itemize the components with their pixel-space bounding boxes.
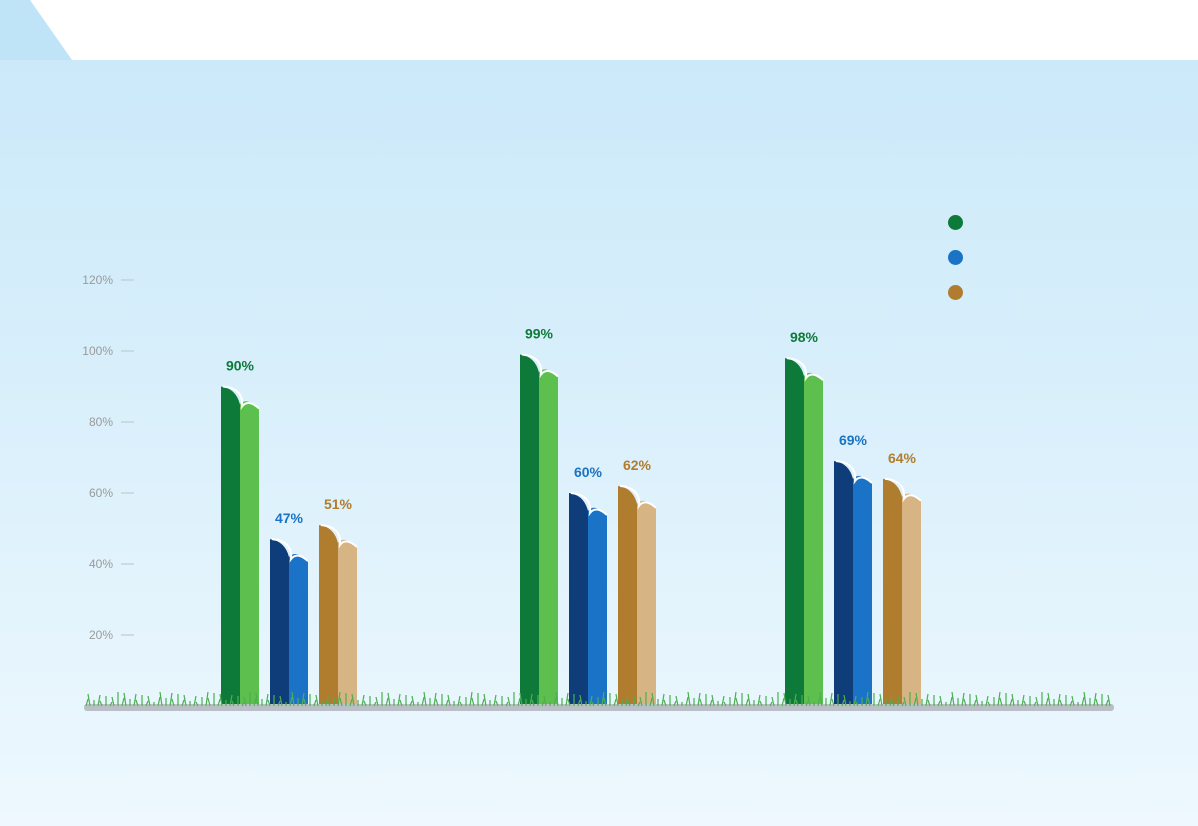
legend-item-1 (948, 205, 963, 240)
value-label-1-2: 99% (525, 326, 554, 342)
y-tick-label: 100% (82, 344, 113, 358)
legend (948, 205, 963, 310)
bar-1-3 (785, 358, 804, 706)
value-label-2-3: 69% (839, 432, 868, 448)
bar-highlight-3-3 (902, 493, 921, 706)
bar-curl-3-1 (320, 523, 358, 549)
bar-curl-3-3 (884, 477, 922, 503)
value-label-2-2: 60% (574, 464, 603, 480)
bar-curl-1-3 (786, 357, 824, 382)
value-label-3-2: 62% (623, 457, 652, 473)
value-label-1-1: 90% (226, 358, 255, 374)
value-label-2-1: 47% (275, 510, 304, 526)
bar-highlight-2-1 (289, 553, 308, 706)
bar-highlight-1-1 (240, 401, 259, 706)
bar-highlight-1-2 (539, 369, 558, 706)
bar-curl-2-3 (835, 460, 873, 485)
y-tick-label: 20% (89, 628, 113, 642)
bar-1-2 (520, 354, 539, 706)
bar-curl-3-2 (619, 484, 657, 510)
header-band (0, 0, 1198, 60)
bar-curl-2-2 (570, 492, 608, 517)
bar-1-1 (221, 386, 240, 706)
y-tick-label: 120% (82, 273, 113, 287)
bar-curl-1-2 (521, 353, 559, 379)
legend-item-2 (948, 240, 963, 275)
bar-curl-2-1 (271, 538, 309, 563)
bar-3-3 (883, 478, 902, 706)
bar-highlight-1-3 (804, 372, 823, 706)
legend-dot-tan (948, 285, 963, 300)
y-tick-label: 60% (89, 486, 113, 500)
bar-2-1 (270, 539, 289, 706)
bar-2-3 (834, 461, 853, 706)
bar-highlight-2-3 (853, 475, 872, 706)
y-tick-label: 40% (89, 557, 113, 571)
legend-item-3 (948, 275, 963, 310)
legend-dot-blue (948, 250, 963, 265)
y-tick-label: 80% (89, 415, 113, 429)
legend-dot-green (948, 215, 963, 230)
bar-highlight-3-2 (637, 500, 656, 706)
bar-curl-1-1 (222, 385, 260, 411)
bar-3-2 (618, 485, 637, 706)
value-label-1-3: 98% (790, 329, 819, 345)
value-label-3-1: 51% (324, 496, 353, 512)
bar-3-1 (319, 524, 338, 706)
bar-highlight-3-1 (338, 539, 357, 706)
value-label-3-3: 64% (888, 450, 917, 466)
bar-2-2 (569, 493, 588, 706)
grass (85, 691, 1111, 707)
bar-highlight-2-2 (588, 507, 607, 706)
